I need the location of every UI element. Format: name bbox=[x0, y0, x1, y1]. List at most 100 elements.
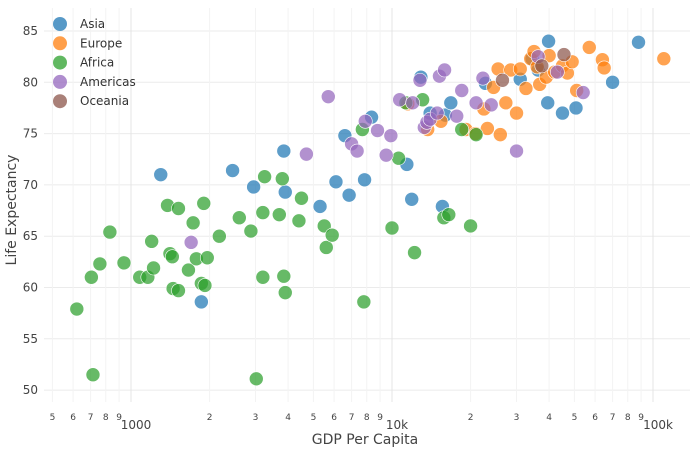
data-point-asia[interactable] bbox=[443, 95, 459, 111]
data-point-africa[interactable] bbox=[407, 245, 422, 260]
data-point-americas[interactable] bbox=[405, 95, 420, 111]
data-point-africa[interactable] bbox=[291, 213, 307, 229]
data-point-africa[interactable] bbox=[294, 190, 309, 206]
data-point-europe[interactable] bbox=[581, 40, 597, 55]
data-point-americas[interactable] bbox=[357, 113, 373, 129]
data-point-europe[interactable] bbox=[509, 105, 524, 121]
data-point-asia[interactable] bbox=[341, 187, 357, 203]
data-point-africa[interactable] bbox=[257, 169, 272, 184]
data-point-africa[interactable] bbox=[146, 260, 161, 276]
data-point-asia[interactable] bbox=[631, 34, 646, 50]
data-point-asia[interactable] bbox=[568, 100, 584, 116]
data-point-asia[interactable] bbox=[541, 33, 556, 49]
data-point-africa[interactable] bbox=[463, 218, 478, 234]
data-point-africa[interactable] bbox=[243, 223, 259, 239]
data-point-oceania[interactable] bbox=[534, 58, 550, 74]
legend-item-africa[interactable]: Africa bbox=[53, 55, 114, 70]
data-point-oceania[interactable] bbox=[556, 47, 572, 62]
data-point-americas[interactable] bbox=[412, 72, 428, 88]
legend-item-oceania[interactable]: Oceania bbox=[53, 94, 129, 109]
data-point-americas[interactable] bbox=[349, 143, 365, 159]
data-point-asia[interactable] bbox=[555, 105, 570, 121]
data-point-asia[interactable] bbox=[357, 172, 372, 188]
data-point-africa[interactable] bbox=[454, 122, 470, 137]
data-point-americas[interactable] bbox=[320, 89, 336, 104]
data-point-oceania[interactable] bbox=[495, 72, 510, 88]
data-point-africa[interactable] bbox=[69, 301, 85, 317]
data-point-africa[interactable] bbox=[232, 210, 247, 226]
data-point-africa[interactable] bbox=[275, 171, 290, 187]
data-point-asia[interactable] bbox=[225, 163, 240, 178]
data-point-americas[interactable] bbox=[383, 128, 399, 143]
data-point-asia[interactable] bbox=[277, 184, 293, 200]
legend-item-asia[interactable]: Asia bbox=[53, 17, 105, 31]
data-point-africa[interactable] bbox=[255, 205, 271, 220]
data-point-americas[interactable] bbox=[575, 85, 591, 100]
legend-item-europe[interactable]: Europe bbox=[53, 36, 122, 51]
y-tick-label: 60 bbox=[23, 281, 38, 295]
data-point-africa[interactable] bbox=[84, 269, 99, 285]
data-point-africa[interactable] bbox=[391, 150, 406, 166]
data-point-americas[interactable] bbox=[370, 123, 385, 138]
data-point-africa[interactable] bbox=[171, 201, 186, 216]
data-point-asia[interactable] bbox=[540, 95, 556, 111]
data-point-europe[interactable] bbox=[656, 51, 672, 67]
data-point-americas[interactable] bbox=[429, 105, 445, 121]
legend-label: Europe bbox=[80, 36, 122, 50]
data-point-africa[interactable] bbox=[441, 207, 457, 222]
data-point-africa[interactable] bbox=[356, 294, 372, 310]
data-point-asia[interactable] bbox=[246, 179, 261, 195]
data-point-africa[interactable] bbox=[255, 269, 271, 285]
data-point-asia[interactable] bbox=[194, 294, 209, 310]
data-point-asia[interactable] bbox=[312, 199, 328, 214]
data-point-africa[interactable] bbox=[248, 371, 264, 387]
data-point-africa[interactable] bbox=[102, 224, 118, 240]
data-point-americas[interactable] bbox=[550, 64, 565, 80]
legend-item-americas[interactable]: Americas bbox=[53, 74, 136, 89]
data-point-americas[interactable] bbox=[449, 108, 465, 124]
data-point-africa[interactable] bbox=[212, 228, 227, 244]
data-point-africa[interactable] bbox=[318, 240, 334, 255]
data-point-europe[interactable] bbox=[493, 127, 508, 142]
data-point-americas[interactable] bbox=[392, 92, 407, 108]
data-point-africa[interactable] bbox=[384, 220, 400, 236]
x-minor-tick-label: 7 bbox=[88, 413, 94, 423]
data-point-asia[interactable] bbox=[276, 143, 292, 159]
data-point-americas[interactable] bbox=[437, 62, 452, 78]
data-point-europe[interactable] bbox=[498, 95, 514, 111]
data-point-africa[interactable] bbox=[185, 215, 201, 231]
data-point-africa[interactable] bbox=[171, 283, 186, 298]
data-point-africa[interactable] bbox=[324, 227, 340, 243]
data-point-africa[interactable] bbox=[92, 256, 108, 272]
data-point-europe[interactable] bbox=[480, 121, 495, 136]
data-point-americas[interactable] bbox=[378, 147, 394, 163]
data-point-asia[interactable] bbox=[404, 191, 420, 207]
data-point-asia[interactable] bbox=[153, 167, 169, 182]
data-point-europe[interactable] bbox=[518, 81, 534, 96]
data-point-africa[interactable] bbox=[165, 249, 180, 265]
data-point-europe[interactable] bbox=[512, 61, 528, 77]
data-point-africa[interactable] bbox=[199, 250, 215, 266]
data-point-americas[interactable] bbox=[468, 95, 484, 111]
data-point-americas[interactable] bbox=[183, 235, 199, 250]
data-point-africa[interactable] bbox=[144, 234, 159, 249]
data-point-americas[interactable] bbox=[475, 70, 491, 86]
data-point-africa[interactable] bbox=[197, 278, 213, 293]
data-point-africa[interactable] bbox=[276, 268, 292, 284]
data-point-africa[interactable] bbox=[277, 285, 293, 300]
data-point-americas[interactable] bbox=[299, 146, 314, 162]
data-point-africa[interactable] bbox=[272, 207, 287, 222]
data-point-americas[interactable] bbox=[454, 83, 470, 98]
data-point-africa[interactable] bbox=[85, 367, 101, 383]
data-point-europe[interactable] bbox=[596, 60, 612, 76]
data-point-africa[interactable] bbox=[116, 255, 132, 271]
data-point-asia[interactable] bbox=[328, 174, 344, 190]
data-point-americas[interactable] bbox=[483, 97, 499, 113]
data-point-americas[interactable] bbox=[509, 143, 524, 159]
y-tick-label: 65 bbox=[23, 229, 38, 243]
data-point-africa[interactable] bbox=[181, 262, 196, 278]
data-point-africa[interactable] bbox=[468, 127, 484, 142]
series-oceania bbox=[495, 47, 572, 88]
data-point-africa[interactable] bbox=[196, 196, 212, 211]
data-point-asia[interactable] bbox=[605, 75, 620, 90]
